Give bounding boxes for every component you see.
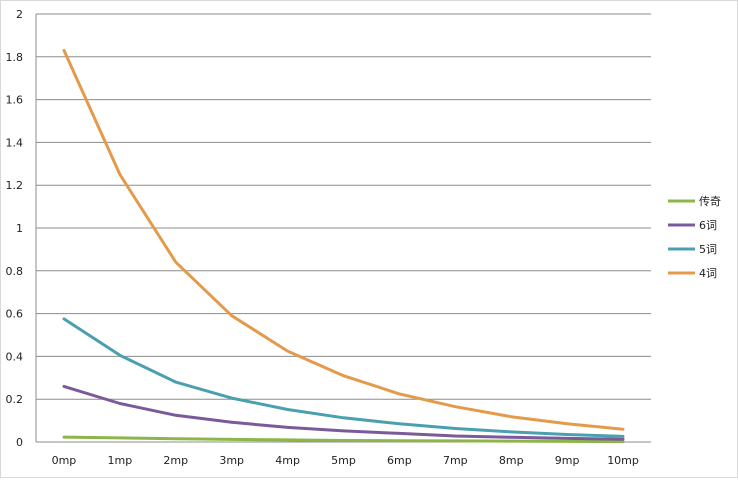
x-tick-label: 1mp	[108, 454, 133, 467]
x-tick-label: 6mp	[387, 454, 412, 467]
y-tick-label: 1.8	[6, 51, 24, 64]
series-line	[62, 384, 625, 441]
y-tick-label: 0	[16, 436, 23, 449]
legend: 传奇 6词 5词 4词	[668, 195, 721, 280]
tick-labels: 0 0.2 0.4 0.6 0.8 1 1.2 1.4 1.6 1.8 2 0mp 1mp 2mp 3mp 4…	[6, 8, 639, 467]
x-tick-label: 10mp	[607, 454, 639, 467]
series-line	[62, 317, 625, 438]
series-line	[62, 48, 625, 431]
y-tick-label: 0.8	[6, 265, 24, 278]
gridlines	[36, 13, 651, 400]
x-tick-label: 3mp	[219, 454, 244, 467]
y-tick-label: 1.2	[6, 179, 24, 192]
legend-label: 6词	[699, 219, 717, 232]
x-tick-label: 2mp	[163, 454, 188, 467]
x-tick-label: 4mp	[275, 454, 300, 467]
legend-label: 传奇	[699, 195, 721, 208]
y-tick-label: 1	[16, 222, 23, 235]
x-tick-label: 7mp	[443, 454, 468, 467]
y-tick-label: 0.4	[6, 350, 24, 363]
x-tick-label: 0mp	[52, 454, 77, 467]
x-tick-label: 9mp	[555, 454, 580, 467]
y-tick-label: 0.2	[6, 393, 24, 406]
y-tick-label: 1.4	[6, 136, 24, 149]
legend-label: 4词	[699, 267, 717, 280]
y-tick-label: 0.6	[6, 308, 24, 321]
y-tick-label: 2	[16, 8, 23, 21]
y-tick-label: 1.6	[6, 94, 24, 107]
x-tick-label: 5mp	[331, 454, 356, 467]
series-line	[62, 435, 625, 444]
legend-label: 5词	[699, 243, 717, 256]
x-tick-label: 8mp	[499, 454, 524, 467]
series-lines	[62, 48, 625, 444]
